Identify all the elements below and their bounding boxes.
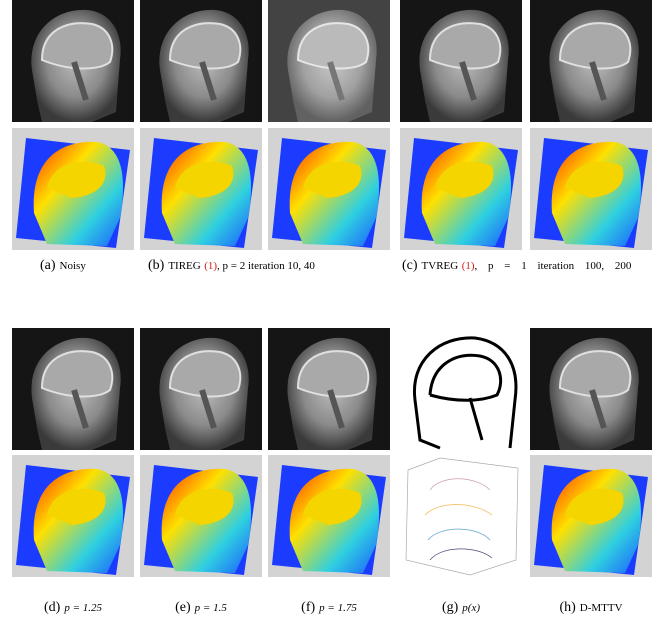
caption-text: , p = 2 iteration 10, 40: [217, 260, 315, 272]
figure: [0, 0, 672, 623]
surface-plot: [530, 455, 652, 577]
image: [12, 328, 134, 450]
surface-plot: [140, 455, 262, 577]
image: [400, 0, 522, 122]
caption-label: (d): [44, 600, 60, 615]
caption-text: TIREG: [168, 260, 200, 272]
image: [530, 328, 652, 450]
caption-text: , p = 1 iteration 100, 200: [475, 260, 632, 272]
caption-label: (a): [40, 258, 56, 273]
page: (a)Noisy (b)TIREG (1), p = 2 iteration 1…: [0, 0, 672, 623]
caption-label: (f): [301, 600, 315, 615]
reference-link[interactable]: (1): [462, 260, 475, 272]
caption: (e) p = 1.5: [140, 597, 262, 619]
caption-text: p(x): [462, 602, 480, 614]
caption: (c) TVREG (1), p = 1 iteration 100, 200: [402, 255, 664, 277]
caption: (h) D-MTTV: [530, 597, 652, 619]
caption-label: (h): [559, 600, 575, 615]
surface-plot: [268, 128, 390, 250]
caption-text: D-MTTV: [580, 602, 623, 614]
surface-plot: [140, 128, 262, 250]
image: [140, 0, 262, 122]
image-grid: [12, 0, 652, 577]
surface-plot: [268, 455, 390, 577]
edge-map: [400, 328, 522, 450]
noisy-image: [12, 0, 134, 122]
image: [268, 328, 390, 450]
caption: (f) p = 1.75: [268, 597, 390, 619]
caption: (a) Noisy: [40, 255, 86, 277]
caption: (b) TIREG (1), p = 2 iteration 10, 40: [148, 255, 398, 277]
surface-plot: [12, 128, 134, 250]
caption-text: Noisy: [60, 260, 86, 272]
surface-plot: [12, 455, 134, 577]
caption-text: TVREG: [422, 260, 459, 272]
image: [268, 0, 390, 122]
surface-plot: [400, 128, 522, 250]
caption: (d) p = 1.25: [12, 597, 134, 619]
caption-label: (g): [442, 600, 458, 615]
reference-link[interactable]: (1): [204, 260, 217, 272]
caption-text: p = 1.25: [64, 602, 102, 614]
caption: (g) p(x): [400, 597, 522, 619]
image: [530, 0, 652, 122]
3d-plot: [400, 455, 522, 577]
surface-plot: [530, 128, 652, 250]
caption-text: p = 1.75: [319, 602, 357, 614]
caption-label: (e): [175, 600, 191, 615]
caption-label: (c): [402, 258, 418, 273]
image: [140, 328, 262, 450]
caption-text: p = 1.5: [195, 602, 227, 614]
caption-label: (b): [148, 258, 164, 273]
